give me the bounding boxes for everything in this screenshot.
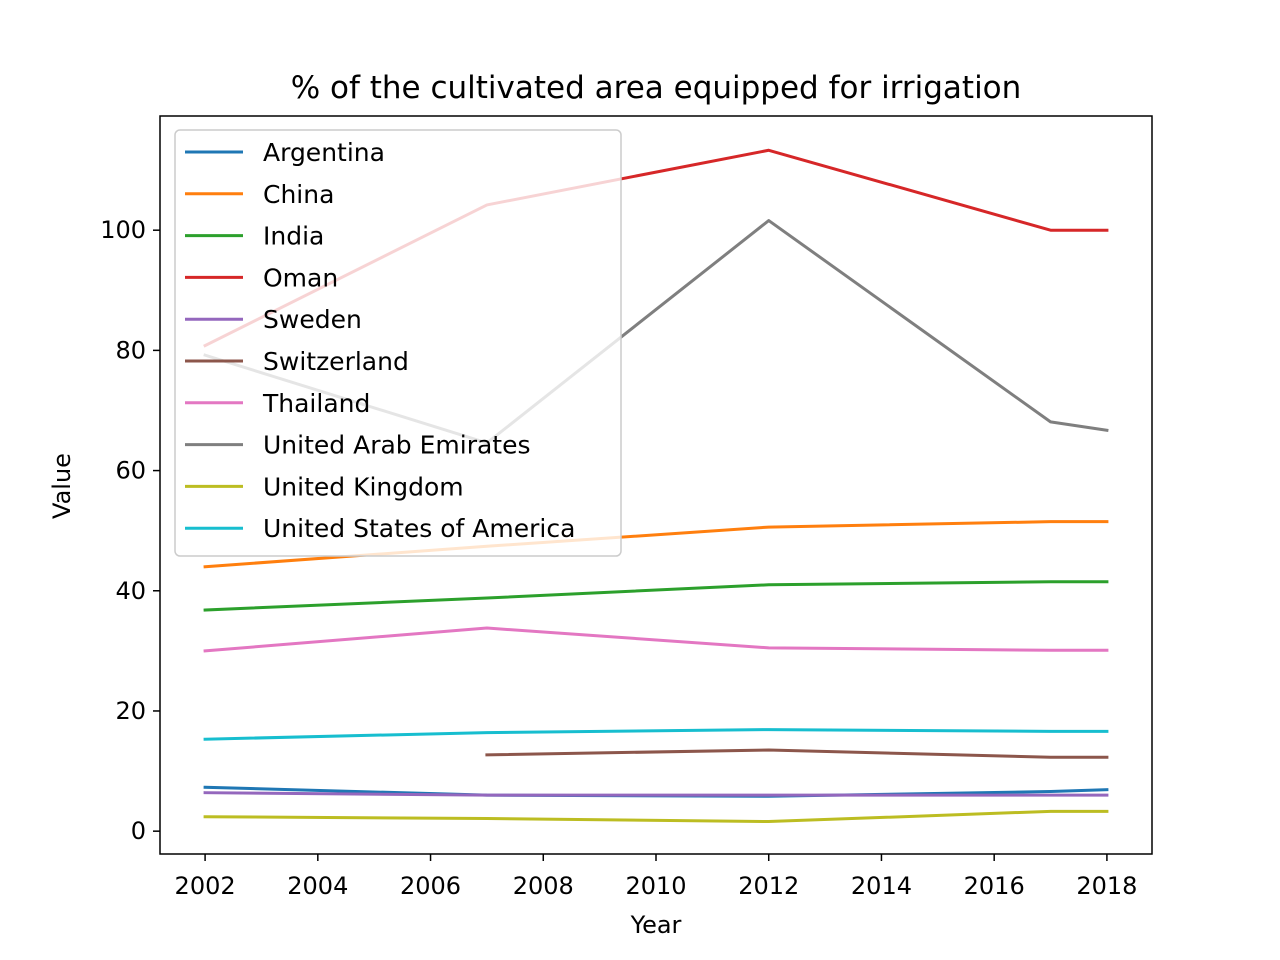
x-tick-label: 2002: [175, 872, 236, 900]
legend-label-united-arab-emirates: United Arab Emirates: [263, 431, 531, 460]
y-tick-label: 60: [115, 457, 146, 485]
x-tick-label: 2012: [738, 872, 799, 900]
series-line-india: [203, 580, 1109, 612]
legend-label-oman: Oman: [263, 263, 338, 292]
legend-label-china: China: [263, 180, 334, 209]
legend-label-thailand: Thailand: [262, 389, 370, 418]
series-line-thailand: [203, 626, 1109, 653]
legend-label-sweden: Sweden: [263, 305, 362, 334]
series-line-united-states-of-america: [203, 728, 1109, 741]
plot-frame: [159, 115, 1153, 855]
y-tick-label: 0: [131, 817, 146, 845]
chart-title: % of the cultivated area equipped for ir…: [291, 70, 1022, 106]
y-tick-label: 40: [115, 577, 146, 605]
series-line-switzerland: [485, 748, 1109, 759]
legend: Argentina China India Oman Sweden Switzerland…: [174, 129, 622, 557]
x-tick-label: 2010: [625, 872, 686, 900]
legend-box: [174, 129, 622, 557]
x-axis-label: Year: [630, 911, 682, 939]
legend-label-united-states-of-america: United States of America: [263, 514, 575, 543]
x-tick-label: 2014: [851, 872, 912, 900]
x-tick-label: 2004: [287, 872, 348, 900]
y-tick-label: 80: [115, 336, 146, 364]
y-tick-label: 20: [115, 697, 146, 725]
x-tick-label: 2008: [513, 872, 574, 900]
legend-items: Argentina China India Oman Sweden Switzerland…: [185, 138, 575, 543]
y-axis-label: Value: [48, 453, 76, 519]
x-axis-ticks: 2002 2004 2006 2008 2010 2012 2014 2016 2018: [175, 854, 1137, 900]
x-tick-label: 2006: [400, 872, 461, 900]
series-line-sweden: [203, 791, 1109, 797]
legend-label-india: India: [263, 222, 324, 251]
y-tick-label: 100: [100, 216, 146, 244]
y-axis-ticks: 0 20 40 60 80 100: [100, 216, 160, 845]
legend-label-argentina: Argentina: [263, 138, 385, 167]
legend-label-united-kingdom: United Kingdom: [263, 472, 464, 501]
series-line-united-kingdom: [203, 809, 1109, 824]
legend-label-switzerland: Switzerland: [263, 347, 409, 376]
x-tick-label: 2016: [964, 872, 1025, 900]
x-tick-label: 2018: [1076, 872, 1137, 900]
